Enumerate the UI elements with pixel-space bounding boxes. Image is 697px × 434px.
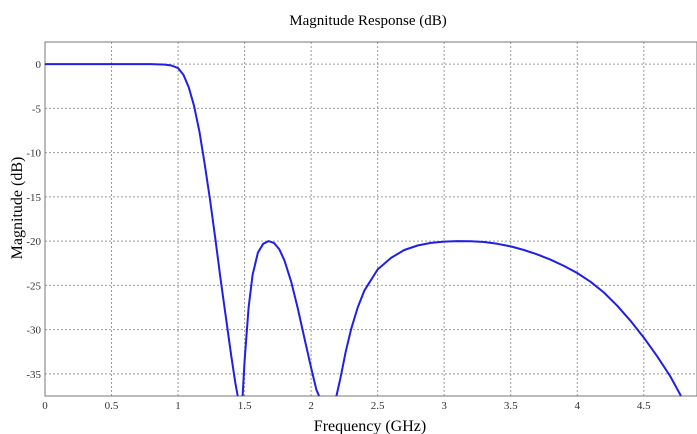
y-tick-label: -35 [26, 369, 41, 381]
y-tick-label: -25 [26, 280, 41, 292]
x-tick-label: 4 [574, 400, 580, 412]
y-tick-label: 0 [36, 59, 42, 71]
magnitude-response-line [45, 63, 239, 397]
x-tick-label: 4.5 [637, 400, 651, 412]
x-tick-label: 0 [42, 400, 48, 412]
x-tick-label: 3.5 [504, 400, 518, 412]
plot-lines [45, 63, 682, 397]
y-tick-label: -5 [32, 103, 42, 115]
x-axis-label: Frequency (GHz) [314, 418, 426, 434]
magnitude-response-line [241, 240, 321, 397]
x-tick-label: 3 [441, 400, 447, 412]
y-tick-label: -30 [26, 325, 41, 337]
plot-frame [44, 41, 697, 397]
grid [45, 42, 697, 396]
x-tick-label: 2 [308, 400, 314, 412]
y-tick-label: -20 [26, 236, 41, 248]
x-tick-label: 0.5 [105, 400, 119, 412]
chart-title: Magnitude Response (dB) [289, 13, 446, 29]
x-tick-label: 2.5 [371, 400, 385, 412]
y-tick-label: -15 [26, 192, 41, 204]
x-tick-label: 1.5 [238, 400, 252, 412]
y-axis-label: Magnitude (dB) [9, 157, 26, 260]
magnitude-response-line [335, 240, 682, 397]
tick-labels: 0 0.5 1 1.5 2 2.5 3 3.5 4 4.5 0 -5 -10 -15 -20 -25 -30 -3… [26, 59, 651, 412]
y-tick-label: -10 [26, 148, 41, 160]
x-tick-label: 1 [175, 400, 181, 412]
